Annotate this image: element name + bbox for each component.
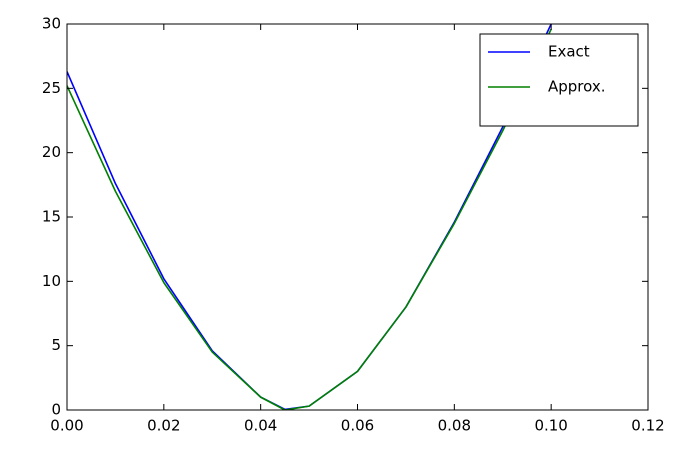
legend-label: Exact [548,43,590,61]
x-tick-label: 0.02 [147,417,180,435]
legend-label: Approx. [548,78,606,96]
x-tick-label: 0.10 [534,417,567,435]
x-tick-label: 0.00 [50,417,83,435]
series-line [67,28,552,410]
y-tick-label: 20 [42,143,61,161]
series-line [67,24,552,410]
plot-area [67,24,552,410]
x-tick-label: 0.04 [244,417,277,435]
x-tick-label: 0.12 [631,417,664,435]
y-tick-label: 5 [51,336,61,354]
y-tick-label: 25 [42,79,61,97]
legend-box [479,33,639,127]
y-tick-label: 15 [42,208,61,226]
x-tick-label: 0.06 [341,417,374,435]
y-tick-label: 10 [42,272,61,290]
y-tick-label: 0 [51,401,61,419]
x-tick-label: 0.08 [438,417,471,435]
y-tick-label: 30 [42,15,61,33]
